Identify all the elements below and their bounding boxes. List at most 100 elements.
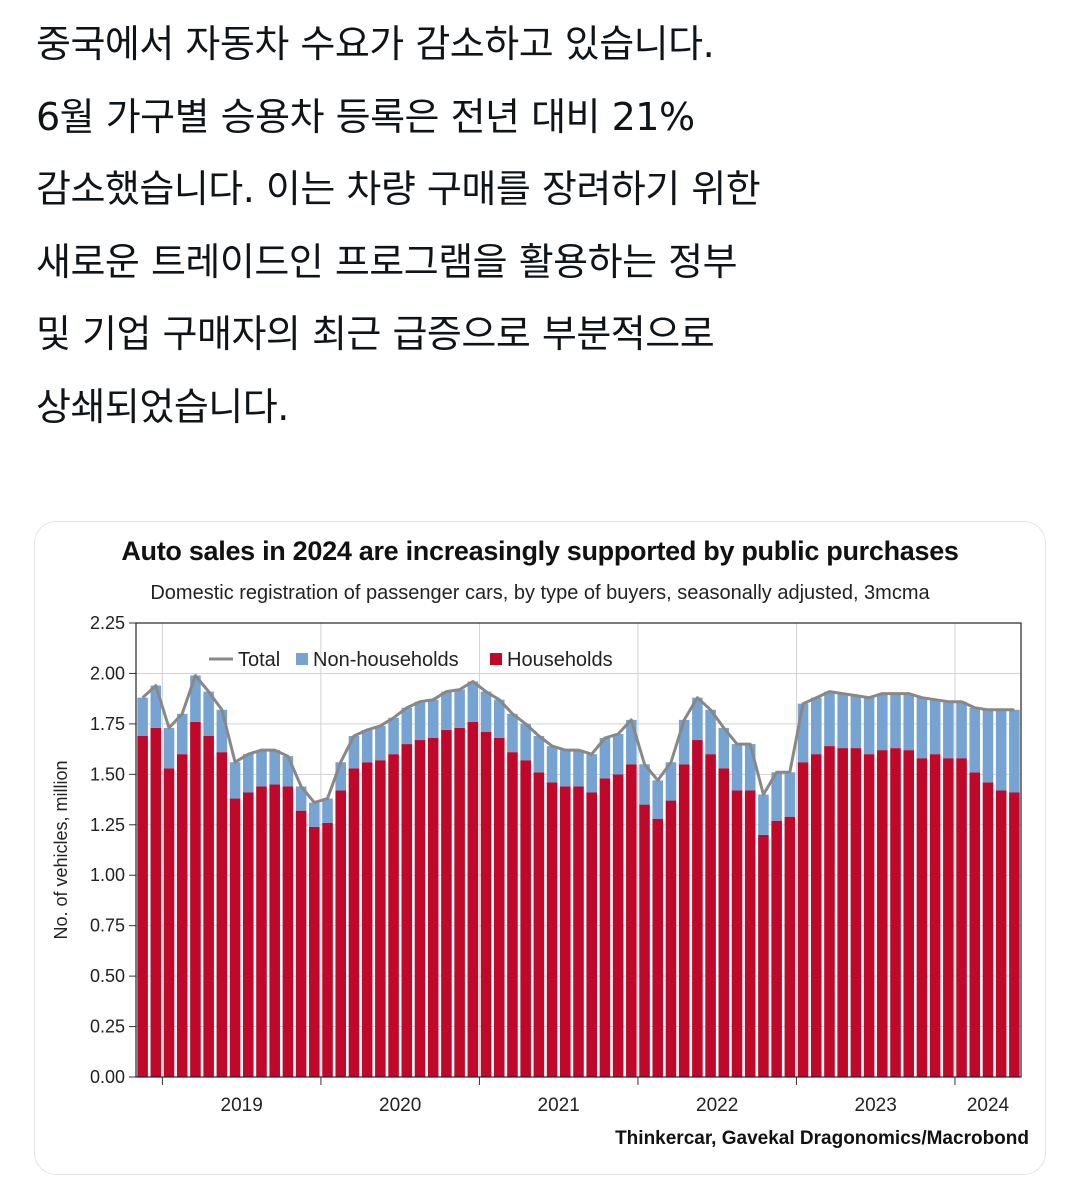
- households-bar: [480, 731, 492, 1077]
- households-bar: [784, 816, 796, 1077]
- households-bar: [771, 820, 782, 1077]
- non-households-bar: [877, 693, 888, 751]
- non-households-bar: [1009, 709, 1020, 793]
- households-bar: [705, 754, 716, 1077]
- legend-non-households-swatch: [296, 653, 308, 665]
- post-text-line: 중국에서 자동차 수요가 감소하고 있습니다.: [36, 22, 715, 66]
- non-households-bar: [560, 750, 571, 787]
- y-tick-label: 1.50: [90, 764, 125, 784]
- households-bar: [163, 768, 175, 1077]
- non-households-bar: [388, 717, 399, 755]
- households-bar: [903, 750, 915, 1077]
- non-households-bar: [692, 697, 703, 741]
- x-tick-label: 2022: [696, 1095, 738, 1116]
- non-households-bar: [678, 719, 690, 765]
- non-households-bar: [943, 701, 954, 759]
- non-households-bar: [890, 693, 901, 749]
- y-tick-label: 0.50: [90, 966, 125, 986]
- households-bar: [586, 792, 597, 1077]
- households-bar: [467, 721, 479, 1077]
- x-tick-label: 2024: [967, 1095, 1010, 1116]
- households-bar: [414, 740, 426, 1077]
- non-households-bar: [216, 709, 228, 753]
- households-bar: [546, 782, 558, 1077]
- x-tick-label: 2023: [855, 1095, 897, 1116]
- legend-households-label: Households: [507, 649, 613, 671]
- households-bar: [890, 748, 901, 1077]
- households-bar: [348, 768, 360, 1077]
- legend-households-swatch: [490, 653, 502, 665]
- non-households-bar: [454, 689, 465, 728]
- non-households-bar: [982, 709, 994, 783]
- non-households-bar: [586, 754, 597, 793]
- households-bar: [493, 738, 505, 1077]
- chart-source: Thinkercar, Gavekal Dragonomics/Macrobon…: [615, 1128, 1029, 1149]
- non-households-bar: [652, 780, 664, 819]
- non-households-bar: [956, 701, 967, 759]
- households-bar: [335, 790, 347, 1077]
- households-bar: [533, 772, 545, 1077]
- households-bar: [863, 754, 875, 1077]
- households-bar: [242, 792, 254, 1077]
- households-bar: [269, 784, 280, 1077]
- households-bar: [877, 750, 888, 1077]
- non-households-bar: [203, 691, 214, 736]
- non-households-bar: [850, 695, 862, 749]
- households-bar: [573, 786, 584, 1077]
- households-bar: [322, 822, 333, 1077]
- households-bar: [797, 762, 809, 1077]
- non-households-bar: [705, 709, 716, 755]
- non-households-bar: [718, 727, 730, 769]
- non-households-bar: [758, 794, 769, 835]
- households-bar: [639, 804, 650, 1077]
- households-bar: [1009, 792, 1020, 1077]
- non-households-bar: [441, 691, 452, 730]
- non-households-bar: [375, 725, 386, 761]
- households-bar: [454, 727, 465, 1077]
- non-households-bar: [269, 750, 280, 785]
- households-bar: [718, 768, 730, 1077]
- non-households-bar: [309, 802, 320, 827]
- households-bar: [190, 721, 201, 1077]
- households-bar: [295, 810, 307, 1077]
- households-bar: [560, 786, 571, 1077]
- non-households-bar: [467, 681, 479, 722]
- non-households-bar: [626, 719, 637, 765]
- y-axis-label: No. of vehicles, million: [51, 760, 71, 939]
- non-households-bar: [414, 701, 426, 741]
- households-bar: [731, 790, 743, 1077]
- non-households-bar: [229, 762, 241, 799]
- non-households-bar: [401, 707, 413, 745]
- households-bar: [692, 740, 703, 1077]
- non-households-bar: [190, 675, 201, 722]
- households-bar: [309, 826, 320, 1077]
- x-tick-label: 2021: [538, 1095, 580, 1116]
- chart-subtitle: Domestic registration of passenger cars,…: [150, 582, 930, 604]
- non-households-bar: [507, 713, 518, 753]
- households-bar: [441, 729, 452, 1077]
- non-households-bar: [546, 746, 558, 783]
- post-text-line: 감소했습니다. 이는 차량 구매를 장려하기 위한: [36, 167, 761, 211]
- non-households-bar: [612, 733, 624, 775]
- non-households-bar: [520, 723, 531, 761]
- households-bar: [150, 727, 162, 1077]
- chart-image-card[interactable]: Auto sales in 2024 are increasingly supp…: [34, 521, 1046, 1175]
- households-bar: [282, 786, 294, 1077]
- households-bar: [652, 818, 664, 1077]
- households-bar: [982, 782, 994, 1077]
- non-households-bar: [573, 750, 584, 787]
- x-tick-label: 2020: [379, 1095, 421, 1116]
- non-households-bar: [533, 735, 545, 773]
- legend-total-label: Total: [238, 649, 280, 671]
- households-bar: [427, 738, 439, 1077]
- households-bar: [388, 754, 399, 1077]
- households-bar: [137, 735, 148, 1077]
- y-tick-label: 1.75: [90, 714, 125, 734]
- households-bar: [837, 748, 848, 1077]
- non-households-bar: [784, 772, 796, 817]
- post-text-line: 새로운 트레이드인 프로그램을 활용하는 정부: [36, 239, 738, 284]
- non-households-bar: [480, 691, 492, 732]
- households-bar: [599, 778, 611, 1077]
- households-bar: [943, 758, 954, 1077]
- x-tick-label: 2019: [221, 1095, 263, 1116]
